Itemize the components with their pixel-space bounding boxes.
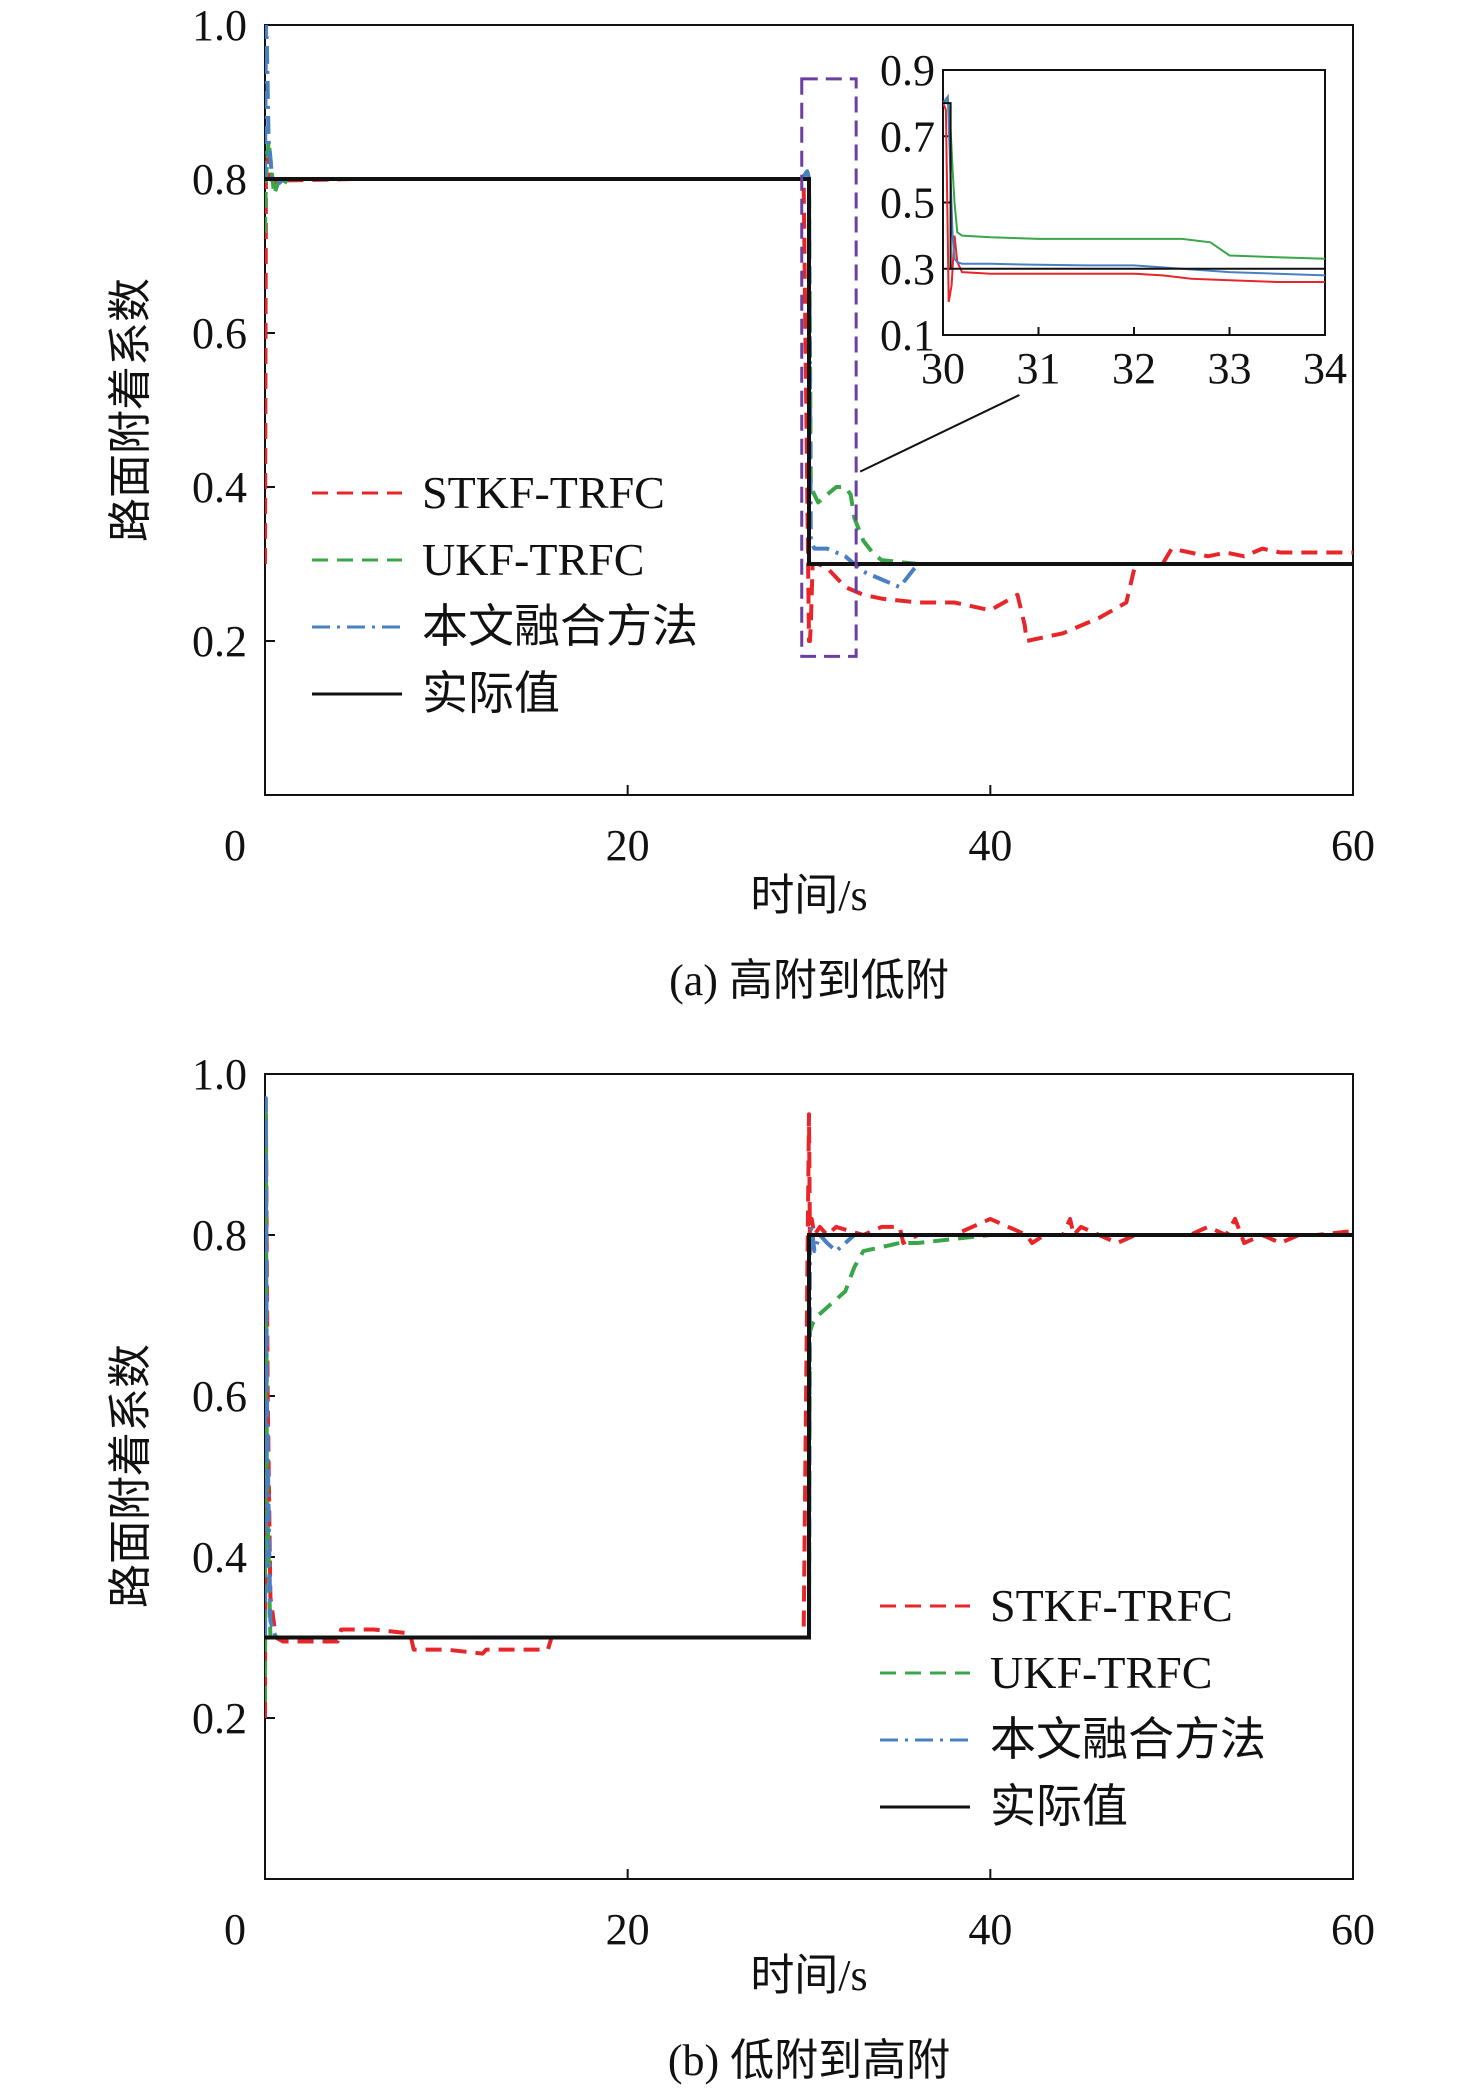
legend-label: UKF-TRFC: [422, 534, 644, 585]
series-line-1: [265, 1112, 1353, 1702]
legend-label: UKF-TRFC: [990, 1647, 1212, 1698]
y-tick-label: 1.0: [192, 1050, 247, 1099]
series-line-actual-top: [265, 1233, 1353, 1640]
y-tick-label: 0.4: [192, 463, 247, 512]
x-tick-label: 20: [606, 821, 650, 870]
x-axis-label: 时间/s: [750, 1951, 867, 2000]
y-tick-label: 0.4: [192, 1533, 247, 1582]
inset-y-tick-label: 0.7: [880, 112, 935, 161]
y-tick-label: 0.6: [192, 309, 247, 358]
inset-series-line-3: [943, 102, 1325, 270]
series-line-actual-top: [265, 177, 1353, 566]
inset-y-tick-label: 0.3: [880, 245, 935, 294]
inset-series-line-2: [943, 93, 1325, 277]
x-tick-label: 0: [224, 821, 246, 870]
x-tick-label: 40: [968, 1905, 1012, 1954]
legend-label: 本文融合方法: [990, 1714, 1266, 1765]
y-tick-label: 1.0: [192, 1, 247, 50]
y-tick-label: 0.6: [192, 1372, 247, 1421]
x-tick-label: 0: [224, 1905, 246, 1954]
inset-frame: [942, 69, 1326, 336]
inset-series-line-0: [943, 102, 1325, 303]
inset-y-tick-label: 0.1: [880, 311, 935, 360]
zoom-region-box: [800, 77, 858, 658]
figure-caption: (b) 低附到高附: [668, 2036, 950, 2085]
inset-y-tick-label: 0.9: [880, 46, 935, 95]
y-tick-label: 0.8: [192, 155, 247, 204]
legend-label: 本文融合方法: [422, 601, 698, 652]
inset-x-tick-label: 30: [921, 344, 965, 393]
y-tick-label: 0.2: [192, 1694, 247, 1743]
x-tick-label: 60: [1331, 1905, 1375, 1954]
y-axis-label: 路面附着系数: [106, 278, 155, 542]
x-axis-label: 时间/s: [750, 871, 867, 920]
zoom-connector-line: [859, 394, 1020, 473]
x-tick-label: 20: [606, 1905, 650, 1954]
legend-label: STKF-TRFC: [422, 467, 665, 518]
figure-caption: (a) 高附到低附: [669, 956, 949, 1005]
inset-x-tick-label: 32: [1112, 344, 1156, 393]
x-tick-label: 60: [1331, 821, 1375, 870]
inset-x-tick-label: 31: [1017, 344, 1061, 393]
legend-label: STKF-TRFC: [990, 1580, 1233, 1631]
x-tick-label: 40: [968, 821, 1012, 870]
y-tick-label: 0.8: [192, 1211, 247, 1260]
y-axis-label: 路面附着系数: [106, 1344, 155, 1608]
y-tick-label: 0.2: [192, 617, 247, 666]
legend-label: 实际值: [990, 1781, 1128, 1832]
legend-label: 实际值: [422, 668, 560, 719]
inset-y-tick-label: 0.5: [880, 179, 935, 228]
inset-x-tick-label: 33: [1208, 344, 1252, 393]
inset-x-tick-label: 34: [1303, 344, 1347, 393]
